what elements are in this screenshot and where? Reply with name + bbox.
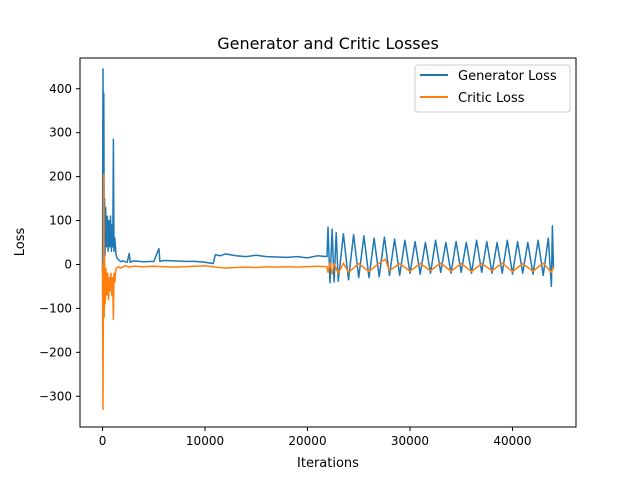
y-tick-label: 300 (49, 126, 72, 140)
plot-area (79, 57, 577, 428)
x-tick-label: 30000 (391, 434, 429, 448)
series-line-generator-loss (101, 68, 555, 288)
series-layer (101, 68, 555, 411)
legend-box (414, 64, 571, 113)
x-axis-label: Iterations (297, 456, 359, 471)
x-tick-label: 20000 (288, 434, 326, 448)
chart-title: Generator and Critic Losses (217, 34, 439, 53)
x-tick-label: 10000 (186, 434, 224, 448)
y-tick-label: 0 (64, 257, 72, 271)
legend: Generator Loss Critic Loss (414, 64, 571, 113)
y-tick-label: −100 (39, 301, 72, 315)
y-axis-ticks: −300 −200 −100 0 100 200 300 400 (39, 82, 80, 403)
y-tick-label: −300 (39, 389, 72, 403)
x-tick-label: 0 (99, 434, 107, 448)
legend-label-generator-loss: Generator Loss (458, 69, 557, 84)
y-tick-label: 200 (49, 170, 72, 184)
y-tick-label: 400 (49, 82, 72, 96)
series-line-critic-loss (101, 173, 555, 411)
x-tick-label: 40000 (493, 434, 531, 448)
y-tick-label: −200 (39, 345, 72, 359)
legend-label-critic-loss: Critic Loss (458, 91, 525, 106)
x-axis-ticks: 0 10000 20000 30000 40000 (99, 427, 532, 448)
y-axis-label: Loss (13, 228, 28, 257)
plot-frame (79, 57, 577, 428)
y-tick-label: 100 (49, 214, 72, 228)
